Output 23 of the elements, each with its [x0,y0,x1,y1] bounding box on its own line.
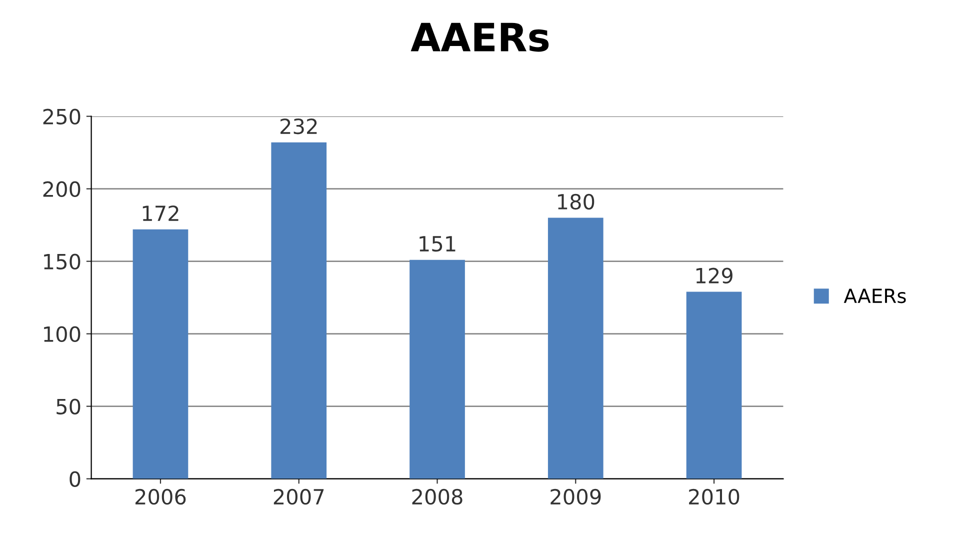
y-tick-label: 0 [70,471,80,487]
data-label: 232 [280,118,317,134]
y-tick-label: 150 [44,254,80,270]
bar [132,229,188,479]
bar [686,292,742,479]
x-tick-label: 2006 [136,488,186,505]
bar [271,142,327,479]
y-tick-label: 50 [56,398,80,414]
legend-label: AAERs [844,288,906,304]
x-tick-label: 2008 [412,488,462,505]
x-tick-label: 2009 [550,488,601,505]
data-label: 180 [558,194,594,210]
data-label: 151 [420,236,456,252]
y-tick-label: 200 [43,181,80,198]
bar [548,218,604,479]
y-tick-label: 100 [44,326,80,342]
x-tick-label: 2007 [274,488,324,505]
data-label: 172 [142,205,178,221]
y-tick-label: 250 [43,108,80,125]
bar [410,260,465,479]
chart-title: AAERs [410,22,549,52]
x-tick-label: 2010 [689,488,740,505]
data-label: 129 [696,268,732,284]
